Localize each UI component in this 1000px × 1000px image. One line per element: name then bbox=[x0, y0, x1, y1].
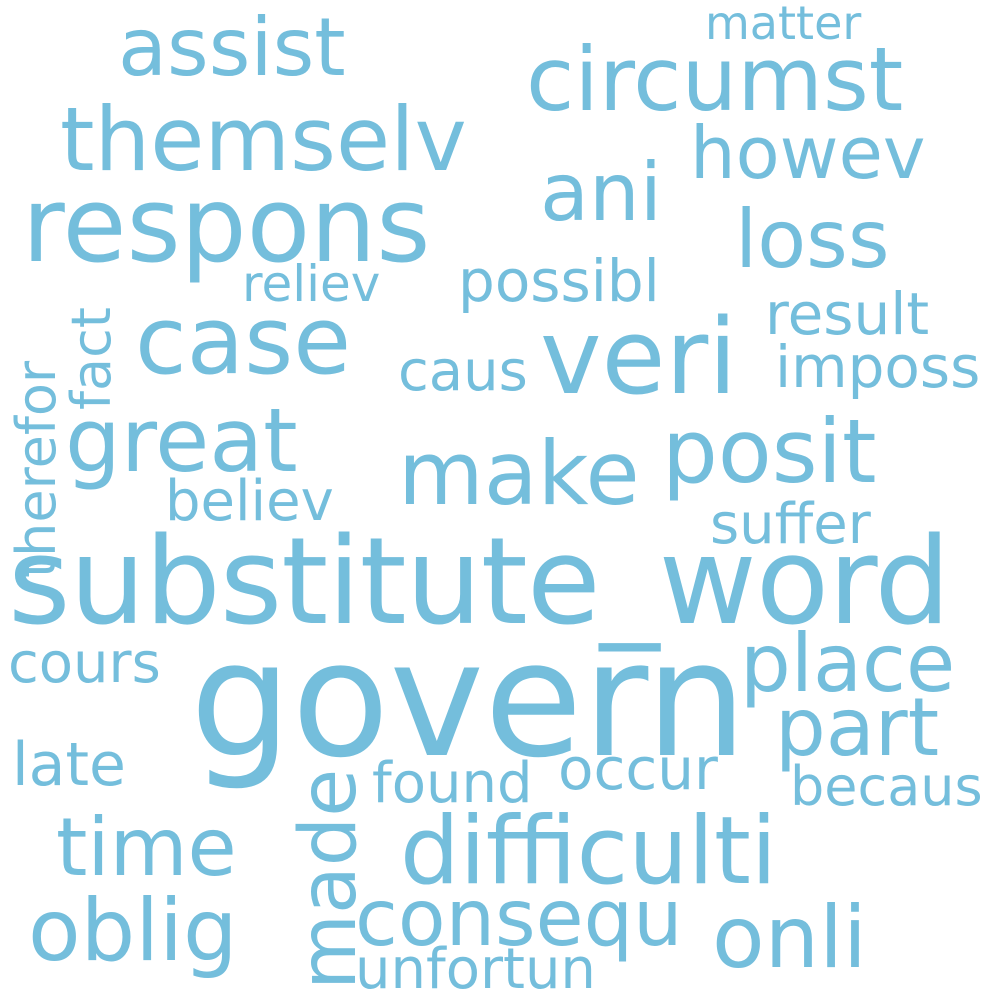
word-therefor: therefor bbox=[5, 360, 68, 578]
word-becaus: becaus bbox=[790, 755, 983, 818]
word-possibl: possibl bbox=[458, 247, 660, 315]
word-imposs: imposs bbox=[775, 333, 981, 401]
word-place: place bbox=[740, 617, 956, 710]
word-ani: ani bbox=[540, 146, 662, 239]
word-onli: onli bbox=[712, 888, 867, 988]
word-posit: posit bbox=[662, 400, 877, 503]
word-time: time bbox=[56, 801, 237, 894]
word-govern: govern bbox=[190, 606, 747, 793]
word-substitute-word: substitute_word bbox=[8, 513, 951, 652]
word-consequ: consequ bbox=[355, 874, 683, 964]
word-themselv: themselv bbox=[60, 88, 467, 191]
word-late: late bbox=[12, 730, 126, 800]
word-veri: veri bbox=[540, 296, 738, 418]
word-oblig: oblig bbox=[28, 881, 238, 981]
word-result: result bbox=[765, 280, 930, 348]
word-case: case bbox=[135, 287, 352, 396]
word-caus: caus bbox=[398, 339, 528, 404]
word-make: make bbox=[398, 422, 640, 525]
word-assist: assist bbox=[118, 1, 346, 94]
word-loss: loss bbox=[735, 193, 890, 286]
word-fact: fact bbox=[60, 307, 123, 410]
word-reliev: reliev bbox=[242, 255, 381, 313]
word-found: found bbox=[372, 751, 533, 816]
word-respons: respons bbox=[22, 164, 431, 286]
word-occur: occur bbox=[558, 735, 718, 803]
word-unfortun: unfortun bbox=[355, 937, 596, 1000]
word-part: part bbox=[775, 681, 940, 774]
word-suffer: suffer bbox=[710, 492, 871, 557]
word-circumst: circumst bbox=[526, 28, 904, 131]
word-great: great bbox=[65, 389, 298, 492]
word-howev: howev bbox=[690, 111, 926, 195]
word-difficulti: difficulti bbox=[400, 797, 778, 906]
word-matter: matter bbox=[705, 0, 862, 50]
word-believ: believ bbox=[165, 469, 334, 534]
word-cours: cours bbox=[8, 631, 161, 696]
